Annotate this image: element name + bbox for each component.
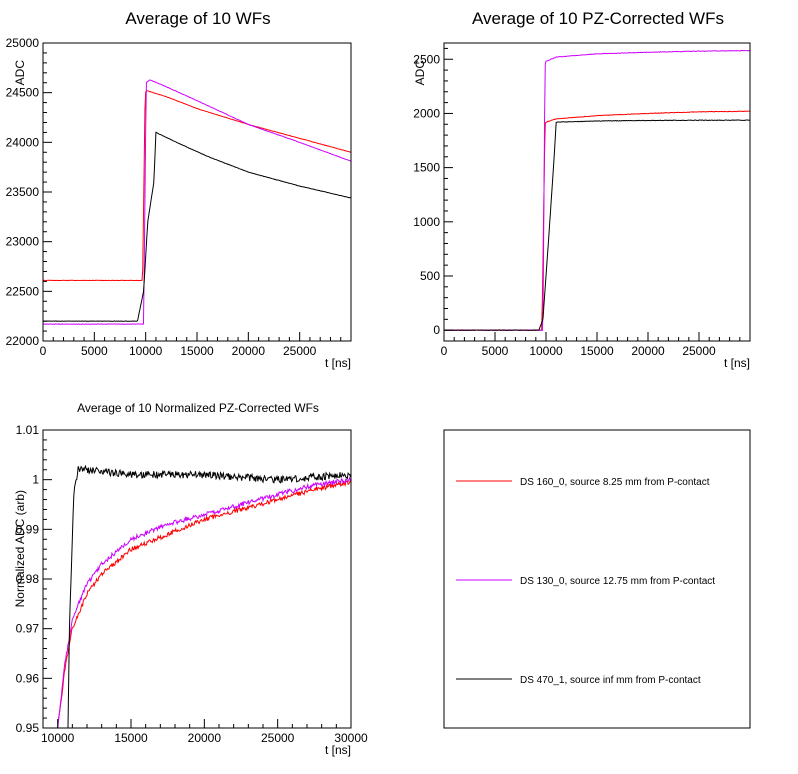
x-axis-label: t [ns] [325, 356, 351, 370]
x-axis-label: t [ns] [724, 356, 750, 370]
y-tick-label: 1.01 [16, 423, 40, 437]
legend-label-1: DS 160_0, source 8.25 mm from P-contact [520, 477, 710, 488]
x-tick-label: 5000 [482, 344, 509, 358]
x-tick-label: 25000 [283, 344, 317, 358]
y-tick-label: 2000 [413, 106, 440, 120]
y-tick-label: 24500 [6, 86, 40, 100]
y-tick-label: 0.95 [16, 721, 40, 735]
y-tick-label: 0.99 [16, 522, 40, 536]
x-tick-label: 15000 [180, 344, 214, 358]
y-tick-label: 1 [32, 473, 39, 487]
legend-label-2: DS 130_0, source 12.75 mm from P-contact [520, 576, 715, 587]
chart2-series-3 [444, 119, 750, 332]
chart1-title: Average of 10 WFs [125, 9, 271, 28]
x-axis-label: t [ns] [325, 743, 351, 757]
chart1-series-3 [43, 131, 351, 322]
x-tick-label: 10000 [529, 344, 563, 358]
legend-label-3: DS 470_1, source inf mm from P-contact [520, 675, 701, 686]
chart-3: 10000 15000 20000 25000 30000 0.95 0.96 0.97 0.9… [13, 423, 368, 757]
chart1-series-2 [43, 79, 351, 325]
x-tick-label: 20000 [232, 344, 266, 358]
x-tick-label: 20000 [188, 731, 222, 745]
chart3-series-2 [57, 476, 351, 728]
legend: DS 160_0, source 8.25 mm from P-contact D… [443, 429, 751, 729]
chart3-title: Average of 10 Normalized PZ-Corrected WF… [77, 401, 319, 415]
chart2-frame [443, 42, 751, 342]
x-tick-label: 25000 [682, 344, 716, 358]
y-tick-label: 0 [433, 323, 440, 337]
x-tick-label: 15000 [114, 731, 148, 745]
y-tick-label: 25000 [6, 36, 40, 50]
chart3-series-1 [57, 478, 351, 728]
x-tick-label: 0 [441, 344, 448, 358]
y-axis-label: ADC [413, 60, 427, 86]
chart3-series-3 [67, 464, 351, 728]
y-tick-label: 1000 [413, 215, 440, 229]
x-tick-label: 20000 [631, 344, 665, 358]
y-tick-label: 2500 [413, 52, 440, 66]
y-tick-label: 0.97 [16, 622, 40, 636]
y-tick-label: 0.98 [16, 572, 40, 586]
y-tick-label: 22500 [6, 284, 40, 298]
y-tick-label: 23500 [6, 185, 40, 199]
chart-2: 0 5000 10000 15000 20000 25000 0 500 1000 1500 200… [413, 42, 751, 370]
chart2-series-1 [444, 110, 750, 332]
legend-frame [443, 429, 751, 729]
x-tick-label: 0 [40, 344, 47, 358]
x-tick-label: 10000 [41, 731, 75, 745]
chart1-series-1 [43, 90, 351, 282]
y-tick-label: 1500 [413, 161, 440, 175]
chart-1: 0 5000 10000 15000 20000 25000 22000 22500 23000… [6, 36, 352, 370]
y-tick-label: 24000 [6, 135, 40, 149]
chart2-title: Average of 10 PZ-Corrected WFs [472, 9, 724, 28]
x-tick-label: 5000 [81, 344, 108, 358]
y-tick-label: 23000 [6, 235, 40, 249]
y-axis-label: ADC [13, 60, 27, 86]
y-axis-label: Normalized ADC (arb) [13, 490, 27, 607]
y-tick-label: 500 [420, 269, 440, 283]
x-tick-label: 15000 [580, 344, 614, 358]
x-tick-label: 10000 [129, 344, 163, 358]
y-tick-label: 22000 [6, 334, 40, 348]
x-tick-label: 25000 [261, 731, 295, 745]
x-tick-label: 30000 [334, 731, 368, 745]
chart1-frame [42, 42, 352, 342]
y-tick-label: 0.96 [16, 671, 40, 685]
chart2-series-2 [444, 49, 750, 332]
